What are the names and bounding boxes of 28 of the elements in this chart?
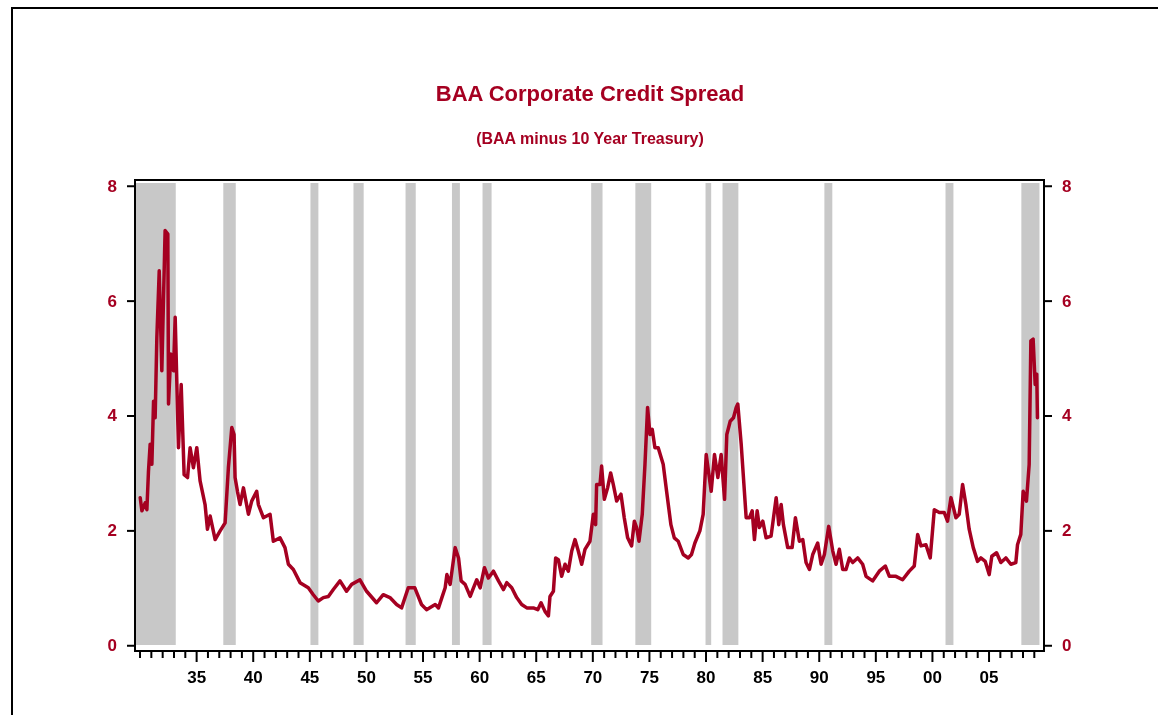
x-tick-label: 80 <box>696 668 716 688</box>
chart-title: BAA Corporate Credit Spread <box>435 81 745 106</box>
x-tick-label: 00 <box>922 668 942 688</box>
x-tick-label: 70 <box>583 668 603 688</box>
y-tick-label: 4 <box>107 406 118 426</box>
x-tick-label: 65 <box>526 668 546 688</box>
x-tick-label: 05 <box>979 668 999 688</box>
y2-tick-label: 8 <box>1062 176 1072 196</box>
x-tick-label: 95 <box>866 668 886 688</box>
line-series <box>138 228 1040 618</box>
y-tick-label: 8 <box>107 176 117 196</box>
x-tick-label: 40 <box>243 668 263 688</box>
x-tick-label: 60 <box>470 668 490 688</box>
y-tick-label: 6 <box>107 291 117 311</box>
x-tick-label: 75 <box>639 668 659 688</box>
x-tick-label: 55 <box>413 668 433 688</box>
y2-tick-label: 6 <box>1062 291 1072 311</box>
y2-tick-label: 4 <box>1062 406 1072 426</box>
x-tick-label: 45 <box>300 668 320 688</box>
y2-tick-label: 0 <box>1062 636 1072 656</box>
y-tick-label: 2 <box>107 521 117 541</box>
y-tick-label: 0 <box>107 636 117 656</box>
x-tick-label: 85 <box>753 668 773 688</box>
x-tick-label: 50 <box>356 668 376 688</box>
x-tick-label: 90 <box>809 668 829 688</box>
y2-tick-label: 2 <box>1062 521 1072 541</box>
x-tick-label: 35 <box>187 668 207 688</box>
chart-subtitle: (BAA minus 10 Year Treasury) <box>476 130 704 147</box>
